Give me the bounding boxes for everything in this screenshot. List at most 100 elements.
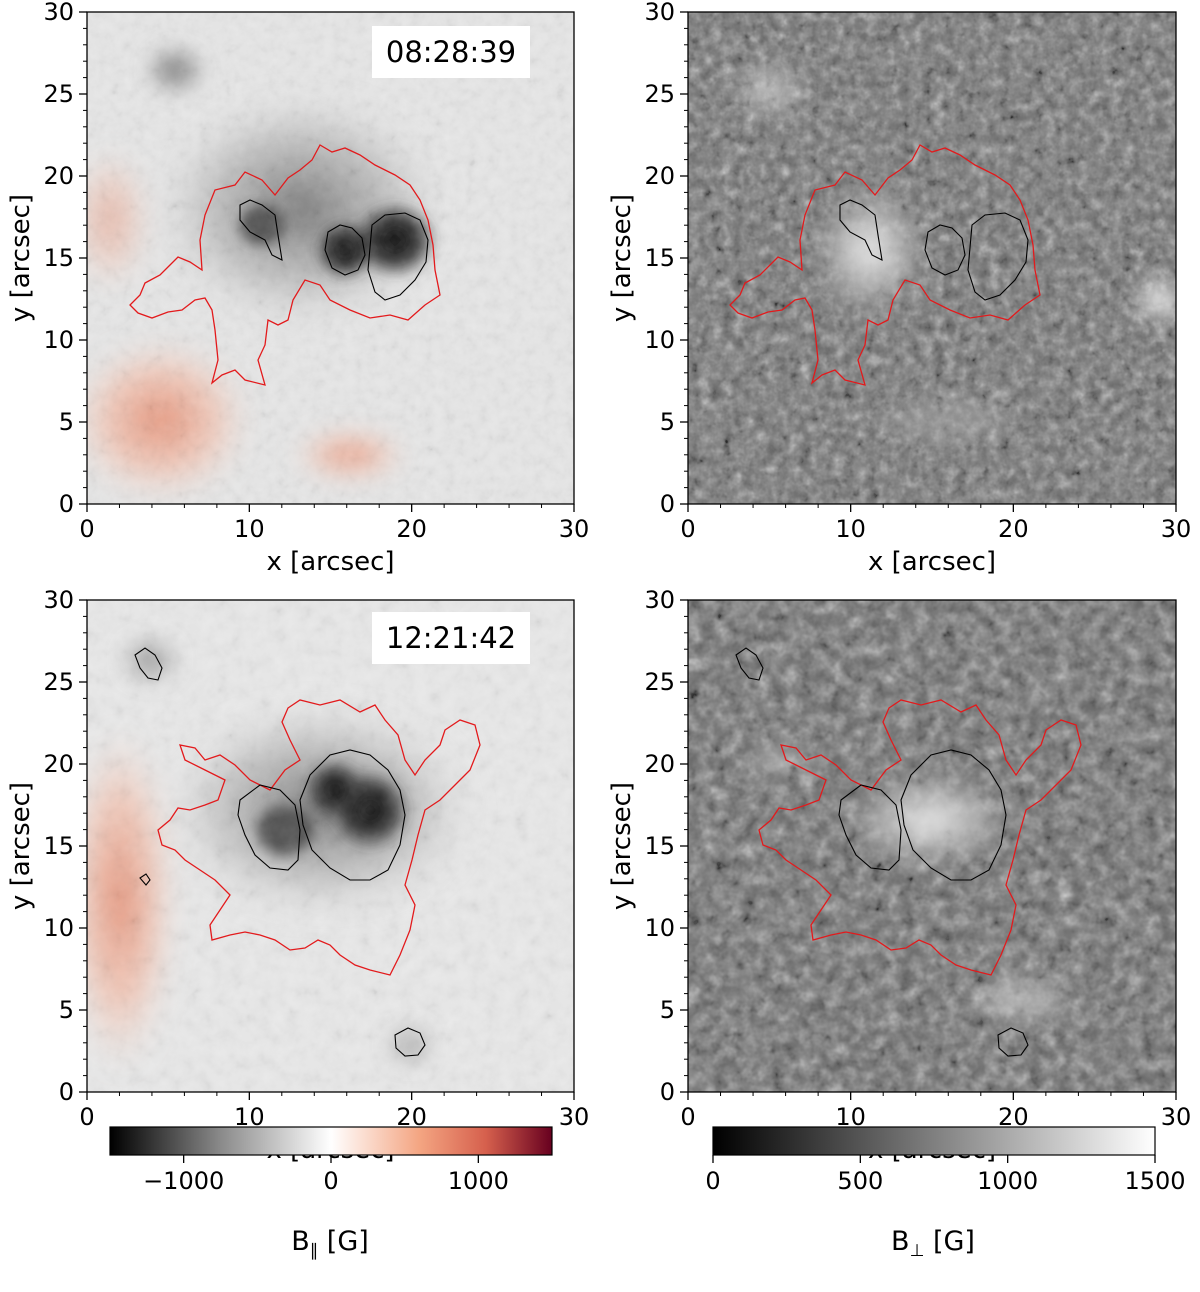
timestamp-box xyxy=(372,612,530,664)
x-tick-label: 30 xyxy=(1161,515,1192,543)
transverse-field-image xyxy=(688,12,1176,504)
colorbar-gradient xyxy=(109,1126,553,1156)
y-tick-label: 30 xyxy=(644,0,675,26)
umbra-contour xyxy=(299,749,406,881)
colorbar-ticks: −1000 0 1000 xyxy=(143,1155,509,1195)
colorbar-tick-label: 500 xyxy=(837,1167,883,1195)
umbra-contour xyxy=(735,647,764,681)
umbra-contour xyxy=(838,784,902,871)
x-tick-label: 10 xyxy=(835,515,866,543)
x-tick-label: 10 xyxy=(234,515,265,543)
colorbar-tick-label: 0 xyxy=(323,1167,338,1195)
x-tick-label: 20 xyxy=(396,1103,427,1131)
magnetogram-image xyxy=(87,12,574,504)
penumbra-contour xyxy=(157,699,481,976)
x-tick-label: 20 xyxy=(396,515,427,543)
penumbra-contour xyxy=(729,144,1041,386)
colorbar-tick-label: 1000 xyxy=(977,1167,1038,1195)
x-axis-label: x [arcsec] xyxy=(266,547,394,577)
colorbar-parallel: −1000 0 1000 B∥ [G] xyxy=(109,1126,553,1261)
x-tick-label: 0 xyxy=(79,1103,94,1131)
y-tick-label: 25 xyxy=(43,668,74,696)
y-tick-label: 5 xyxy=(59,996,74,1024)
y-tick-label: 30 xyxy=(43,586,74,614)
y-tick-label: 0 xyxy=(660,1078,675,1106)
colorbar-tick-label: 1000 xyxy=(448,1167,509,1195)
colorbar-tick-label: 1500 xyxy=(1124,1167,1185,1195)
timestamp-label: 08:28:39 xyxy=(386,35,516,69)
y-tick-label: 15 xyxy=(43,832,74,860)
y-tick-label: 15 xyxy=(644,244,675,272)
umbra-contour xyxy=(367,212,429,301)
contours xyxy=(134,647,481,1057)
y-tick-label: 15 xyxy=(644,832,675,860)
y-tick-label: 30 xyxy=(43,0,74,26)
y-tick-label: 10 xyxy=(43,326,74,354)
umbra-contour xyxy=(239,199,283,261)
umbra-contour xyxy=(900,749,1007,881)
colorbar-tick-label: 0 xyxy=(705,1167,720,1195)
contours xyxy=(729,144,1041,386)
y-tick-label: 25 xyxy=(644,80,675,108)
y-tick-label: 30 xyxy=(644,586,675,614)
y-axis-label: y [arcsec] xyxy=(6,782,36,910)
y-tick-label: 0 xyxy=(59,490,74,518)
y-tick-label: 10 xyxy=(43,914,74,942)
panel-top-right xyxy=(687,11,1177,505)
timestamp-box xyxy=(372,26,530,78)
umbra-contour xyxy=(839,199,883,261)
umbra-contour xyxy=(967,212,1029,301)
y-axis-label: y [arcsec] xyxy=(607,782,637,910)
umbra-contour xyxy=(237,784,301,871)
y-tick-label: 5 xyxy=(660,408,675,436)
y-tick-label: 20 xyxy=(644,750,675,778)
umbra-contour xyxy=(324,224,366,276)
x-tick-label: 20 xyxy=(998,1103,1029,1131)
umbra-contour xyxy=(997,1027,1029,1057)
colorbar-tick-label: −1000 xyxy=(143,1167,224,1195)
magnetogram-image xyxy=(87,600,574,1092)
transverse-field-image xyxy=(688,600,1176,1092)
y-tick-label: 20 xyxy=(43,750,74,778)
umbra-contour xyxy=(394,1027,426,1057)
x-tick-label: 10 xyxy=(835,1103,866,1131)
x-tick-label: 0 xyxy=(79,515,94,543)
colorbar-perp: 0 500 1000 1500 B⊥ [G] xyxy=(705,1126,1186,1261)
x-axis-label: x [arcsec] xyxy=(868,547,996,577)
umbra-contour xyxy=(139,873,151,886)
contours xyxy=(129,144,441,386)
x-tick-label: 10 xyxy=(234,1103,265,1131)
umbra-contour xyxy=(924,224,966,276)
contours xyxy=(735,647,1082,1057)
y-tick-label: 5 xyxy=(660,996,675,1024)
y-tick-label: 5 xyxy=(59,408,74,436)
y-tick-label: 10 xyxy=(644,326,675,354)
y-axis-label: y [arcsec] xyxy=(607,194,637,322)
x-tick-label: 30 xyxy=(559,1103,590,1131)
y-tick-label: 20 xyxy=(644,162,675,190)
panel-bottom-left: 12:21:42 xyxy=(86,599,575,1093)
x-tick-label: 0 xyxy=(680,515,695,543)
y-axis-label: y [arcsec] xyxy=(6,194,36,322)
y-tick-label: 0 xyxy=(59,1078,74,1106)
y-tick-label: 25 xyxy=(43,80,74,108)
colorbar-label: B⊥ [G] xyxy=(891,1226,975,1261)
x-tick-label: 0 xyxy=(680,1103,695,1131)
axes-top-left: 0 10 20 30 0 5 10 15 20 25 30 x [arcsec] y [arcsec] xyxy=(6,0,589,577)
axes-top-right: 0 10 20 30 0 5 10 15 20 25 30 x [arcsec] y [arcsec] xyxy=(607,0,1191,577)
timestamp-label: 12:21:42 xyxy=(386,621,516,655)
penumbra-contour xyxy=(129,144,441,386)
x-tick-label: 30 xyxy=(1161,1103,1192,1131)
panel-bottom-right xyxy=(687,599,1177,1093)
y-tick-label: 15 xyxy=(43,244,74,272)
y-tick-label: 0 xyxy=(660,490,675,518)
y-tick-label: 25 xyxy=(644,668,675,696)
colorbar-label: B∥ [G] xyxy=(291,1226,369,1261)
x-tick-label: 30 xyxy=(559,515,590,543)
y-tick-label: 20 xyxy=(43,162,74,190)
umbra-contour xyxy=(134,647,163,681)
penumbra-contour xyxy=(758,699,1082,976)
panel-top-left: 08:28:39 xyxy=(86,11,575,505)
